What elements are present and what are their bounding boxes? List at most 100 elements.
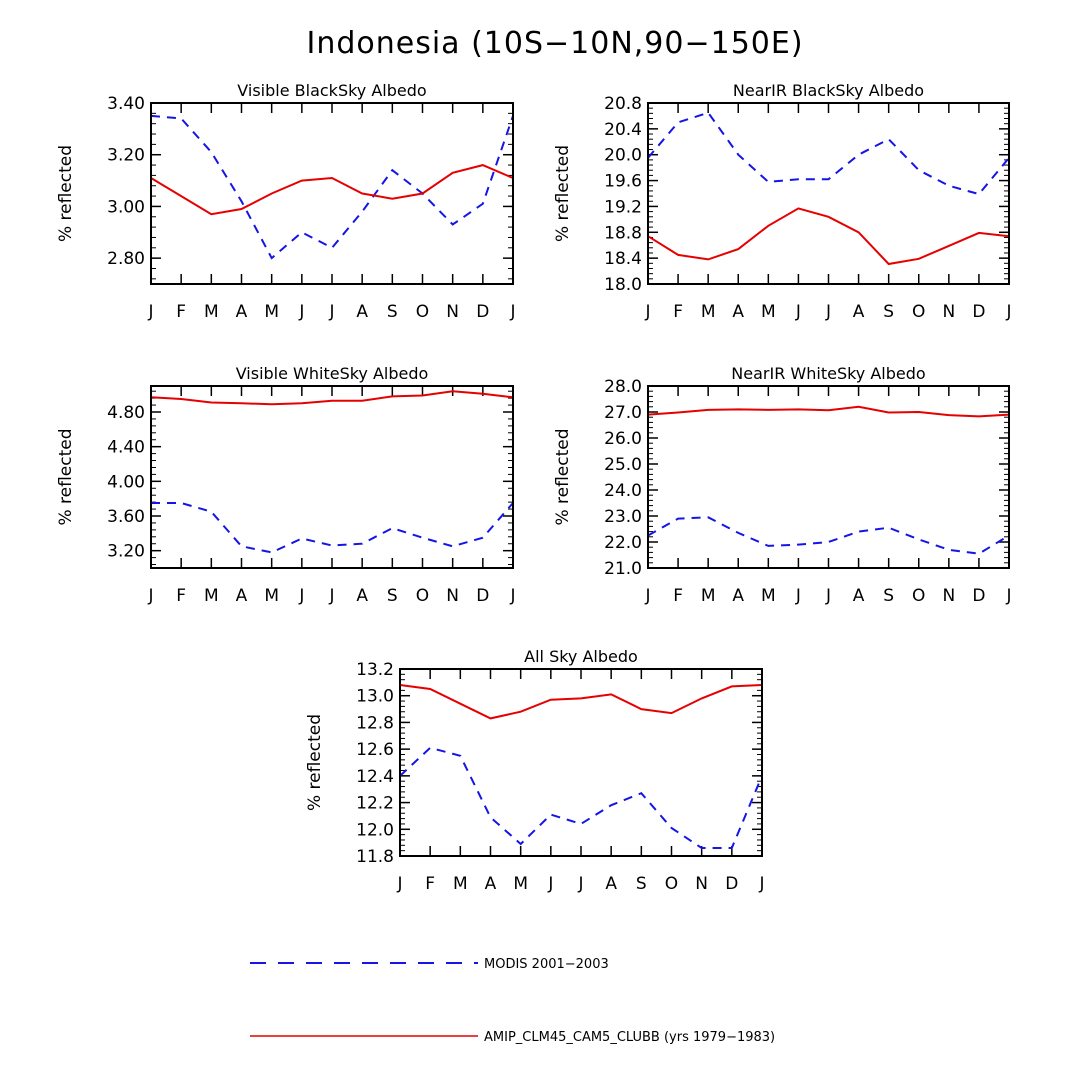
x-tick-label: M [204,302,219,322]
y-tick-label: 12.4 [356,767,394,787]
x-tick-label: J [298,586,304,606]
x-tick-label: J [1005,586,1011,606]
x-tick-label: A [356,586,368,606]
y-tick-label: 23.0 [604,507,642,527]
x-tick-label: J [644,586,650,606]
y-tick-label: 3.20 [107,146,145,166]
y-tick-label: 20.8 [604,94,642,114]
x-tick-label: J [147,586,153,606]
x-tick-label: J [147,302,153,322]
x-tick-label: A [236,302,248,322]
x-tick-label: J [577,874,583,894]
x-tick-label: J [298,302,304,322]
y-tick-label: 12.2 [356,794,394,814]
panel-title: All Sky Albedo [524,647,638,666]
x-tick-label: A [236,586,248,606]
panel-title: Visible WhiteSky Albedo [236,364,429,383]
y-tick-label: 19.6 [604,172,642,192]
y-tick-label: 12.8 [356,713,394,733]
x-tick-label: N [446,586,459,606]
x-tick-label: J [795,302,801,322]
y-tick-label: 18.4 [604,249,642,269]
y-tick-label: 18.8 [604,223,642,243]
x-tick-label: J [825,302,831,322]
y-tick-label: 4.40 [107,438,145,458]
x-tick-label: D [972,302,985,322]
y-tick-label: 20.0 [604,146,642,166]
y-tick-label: 28.0 [604,377,642,397]
y-tick-label: 27.0 [604,403,642,423]
x-tick-label: S [883,586,894,606]
x-tick-label: J [328,302,334,322]
y-axis-label: % reflected [56,428,76,525]
x-tick-label: J [509,586,515,606]
x-tick-label: O [912,302,925,322]
series-line-model [647,405,1010,418]
legend-modis-label: MODIS 2001−2003 [484,957,609,972]
x-tick-label: J [328,586,334,606]
plot-frame [647,102,1010,285]
y-tick-label: 3.60 [107,507,145,527]
y-tick-label: 26.0 [604,429,642,449]
plot-frame [647,385,1010,569]
x-tick-label: J [396,874,402,894]
x-tick-label: A [853,302,865,322]
x-tick-label: J [758,874,764,894]
y-tick-label: 3.20 [107,542,145,562]
x-tick-label: M [761,586,776,606]
x-tick-label: J [795,586,801,606]
y-axis-label: % reflected [305,714,325,811]
series-line-model [150,390,514,406]
x-tick-label: S [636,874,647,894]
series-line-model [399,684,763,720]
x-tick-label: O [416,586,429,606]
x-tick-label: S [387,302,398,322]
x-tick-label: O [416,302,429,322]
x-tick-label: J [644,302,650,322]
x-tick-label: M [204,586,219,606]
y-tick-label: 19.2 [604,197,642,217]
x-tick-label: M [264,586,279,606]
series-line-modis [647,516,1010,555]
x-tick-label: S [883,302,894,322]
series-line-modis [151,502,514,554]
x-tick-label: A [732,302,744,322]
x-tick-label: J [509,302,515,322]
x-tick-label: D [476,586,489,606]
series-line-modis [647,111,1010,196]
x-tick-label: J [1005,302,1011,322]
series-line-modis [399,746,763,849]
x-tick-label: F [673,586,683,606]
x-tick-label: M [264,302,279,322]
x-tick-label: A [853,586,865,606]
y-tick-label: 11.8 [356,847,394,867]
y-tick-label: 13.2 [356,660,394,680]
x-tick-label: M [701,586,716,606]
x-tick-label: A [485,874,497,894]
y-tick-label: 22.0 [604,533,642,553]
x-tick-label: M [513,874,528,894]
y-axis-label: % reflected [56,145,76,242]
y-tick-label: 12.0 [356,820,394,840]
y-axis-label: % reflected [553,428,573,525]
x-tick-label: D [725,874,738,894]
y-tick-label: 21.0 [604,559,642,579]
y-tick-label: 24.0 [604,481,642,501]
x-tick-label: F [673,302,683,322]
x-tick-label: M [761,302,776,322]
y-tick-label: 20.4 [604,120,642,140]
x-tick-label: O [912,586,925,606]
panel-title: NearIR WhiteSky Albedo [731,364,925,383]
y-tick-label: 2.80 [107,249,145,269]
x-tick-label: M [701,302,716,322]
y-tick-label: 3.40 [107,94,145,114]
x-tick-label: A [356,302,368,322]
y-tick-label: 18.0 [604,275,642,295]
plot-frame [150,385,514,569]
figure-title: Indonesia (10S−10N,90−150E) [306,26,803,61]
